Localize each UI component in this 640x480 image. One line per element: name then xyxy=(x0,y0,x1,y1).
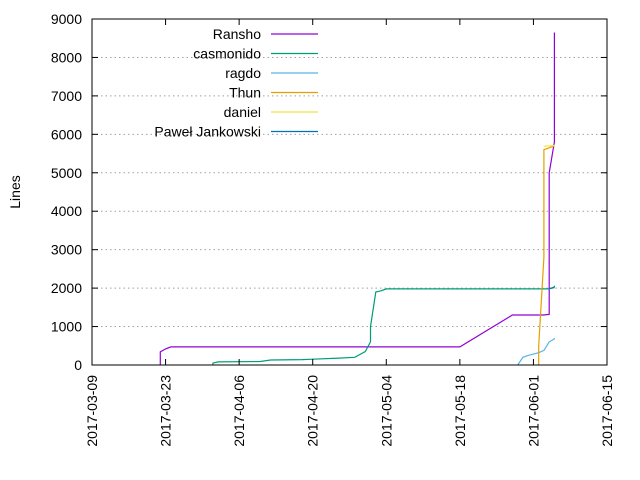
y-tick-label: 7000 xyxy=(51,88,82,104)
y-tick-label: 1000 xyxy=(51,319,82,335)
series-line-pawe-jankowski xyxy=(549,287,555,290)
plot-frame xyxy=(91,18,608,366)
x-tick-label: 2017-05-04 xyxy=(378,375,394,447)
legend-label-pawe-jankowski: Paweł Jankowski xyxy=(154,124,261,140)
x-tick-label: 2017-03-09 xyxy=(84,375,100,447)
y-tick-label: 4000 xyxy=(51,203,82,219)
legend-label-daniel: daniel xyxy=(224,104,261,120)
y-tick-label: 9000 xyxy=(51,11,82,27)
legend: Ransho casmonido ragdo Thun daniel Paweł Jank… xyxy=(154,26,318,140)
x-tick-label: 2017-05-18 xyxy=(452,375,468,447)
x-tick-label: 2017-04-20 xyxy=(305,375,321,447)
y-tick-label: 6000 xyxy=(51,126,82,142)
y-tick-label: 2000 xyxy=(51,280,82,296)
series-line-daniel xyxy=(543,144,555,147)
x-tick-label: 2017-06-01 xyxy=(525,375,541,447)
legend-label-ragdo: ragdo xyxy=(225,65,261,81)
grid-layer xyxy=(92,56,607,328)
y-tick-label: 3000 xyxy=(51,242,82,258)
y-axis-label: Lines xyxy=(7,175,23,208)
legend-label-thun: Thun xyxy=(229,85,261,101)
tick-layer: 0 1000 2000 3000 4000 5000 6000 7000 8000 9000 201… xyxy=(51,11,615,447)
series-line-ragdo xyxy=(517,338,556,366)
series-line-casmonido xyxy=(212,285,556,365)
legend-label-casmonido: casmonido xyxy=(193,46,261,62)
x-tick-label: 2017-04-06 xyxy=(231,375,247,447)
y-tick-label: 0 xyxy=(74,357,82,373)
x-tick-label: 2017-06-15 xyxy=(599,375,615,447)
series-layer xyxy=(159,32,556,366)
legend-label-ransho: Ransho xyxy=(213,26,261,42)
series-line-ransho xyxy=(159,32,556,365)
y-tick-label: 8000 xyxy=(51,49,82,65)
y-tick-label: 5000 xyxy=(51,165,82,181)
series-line-thun xyxy=(538,145,555,365)
x-tick-label: 2017-03-23 xyxy=(158,375,174,447)
